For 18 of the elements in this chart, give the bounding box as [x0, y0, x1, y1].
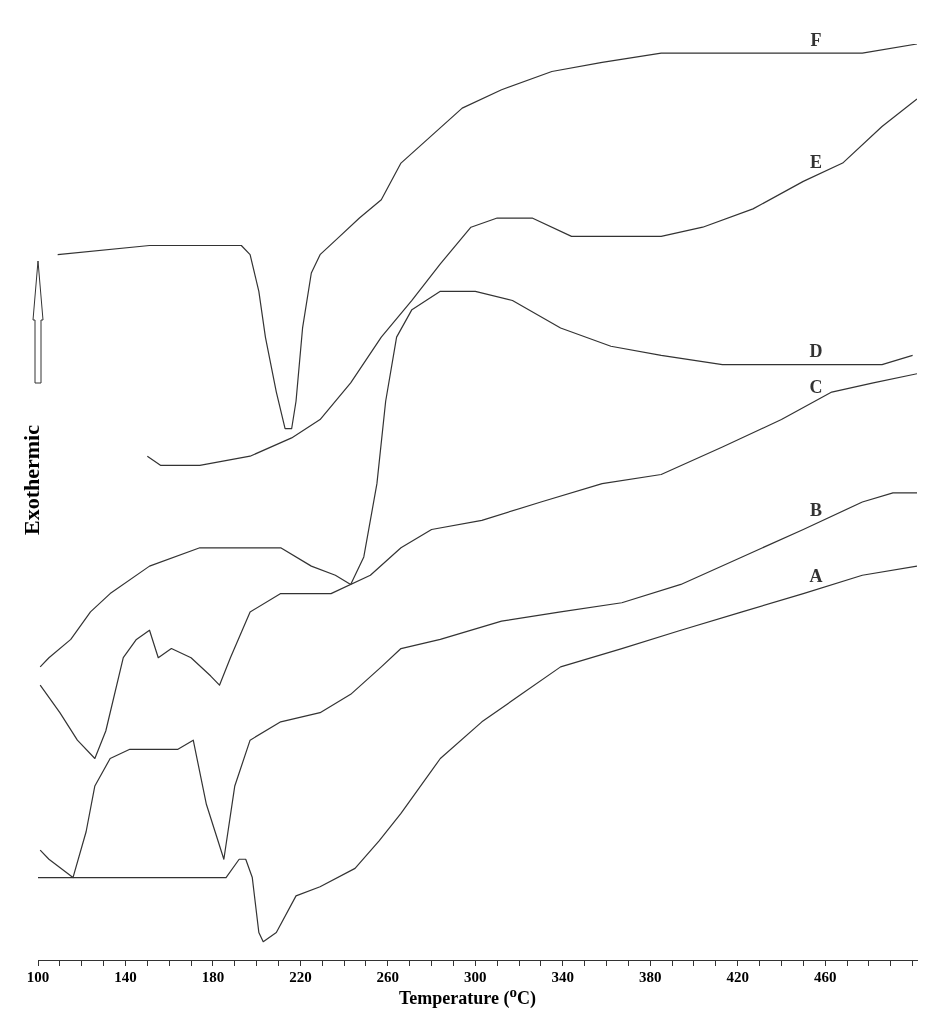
series-label: F: [810, 29, 822, 50]
x-tick-label: 180: [201, 968, 225, 985]
x-tick-label: 340: [551, 968, 575, 985]
x-tick-label: 300: [464, 968, 487, 985]
x-tick-label: 380: [638, 968, 662, 985]
y-axis-title: Exothermic: [19, 425, 45, 535]
x-tick-label: 100: [26, 968, 50, 985]
series-label: D: [809, 341, 823, 362]
x-tick-label: 220: [289, 968, 312, 985]
x-axis-title: Temperature ($^{o}$C): [398, 984, 537, 1009]
x-tick-label: 140: [114, 968, 137, 985]
x-tick-label: 260: [376, 968, 400, 985]
series-label: E: [809, 152, 822, 173]
series-label: A: [809, 566, 823, 587]
x-tick-label: 420: [726, 968, 749, 985]
series-label: B: [809, 500, 822, 521]
x-tick-label: 460: [813, 968, 837, 985]
series-label: C: [809, 377, 823, 398]
